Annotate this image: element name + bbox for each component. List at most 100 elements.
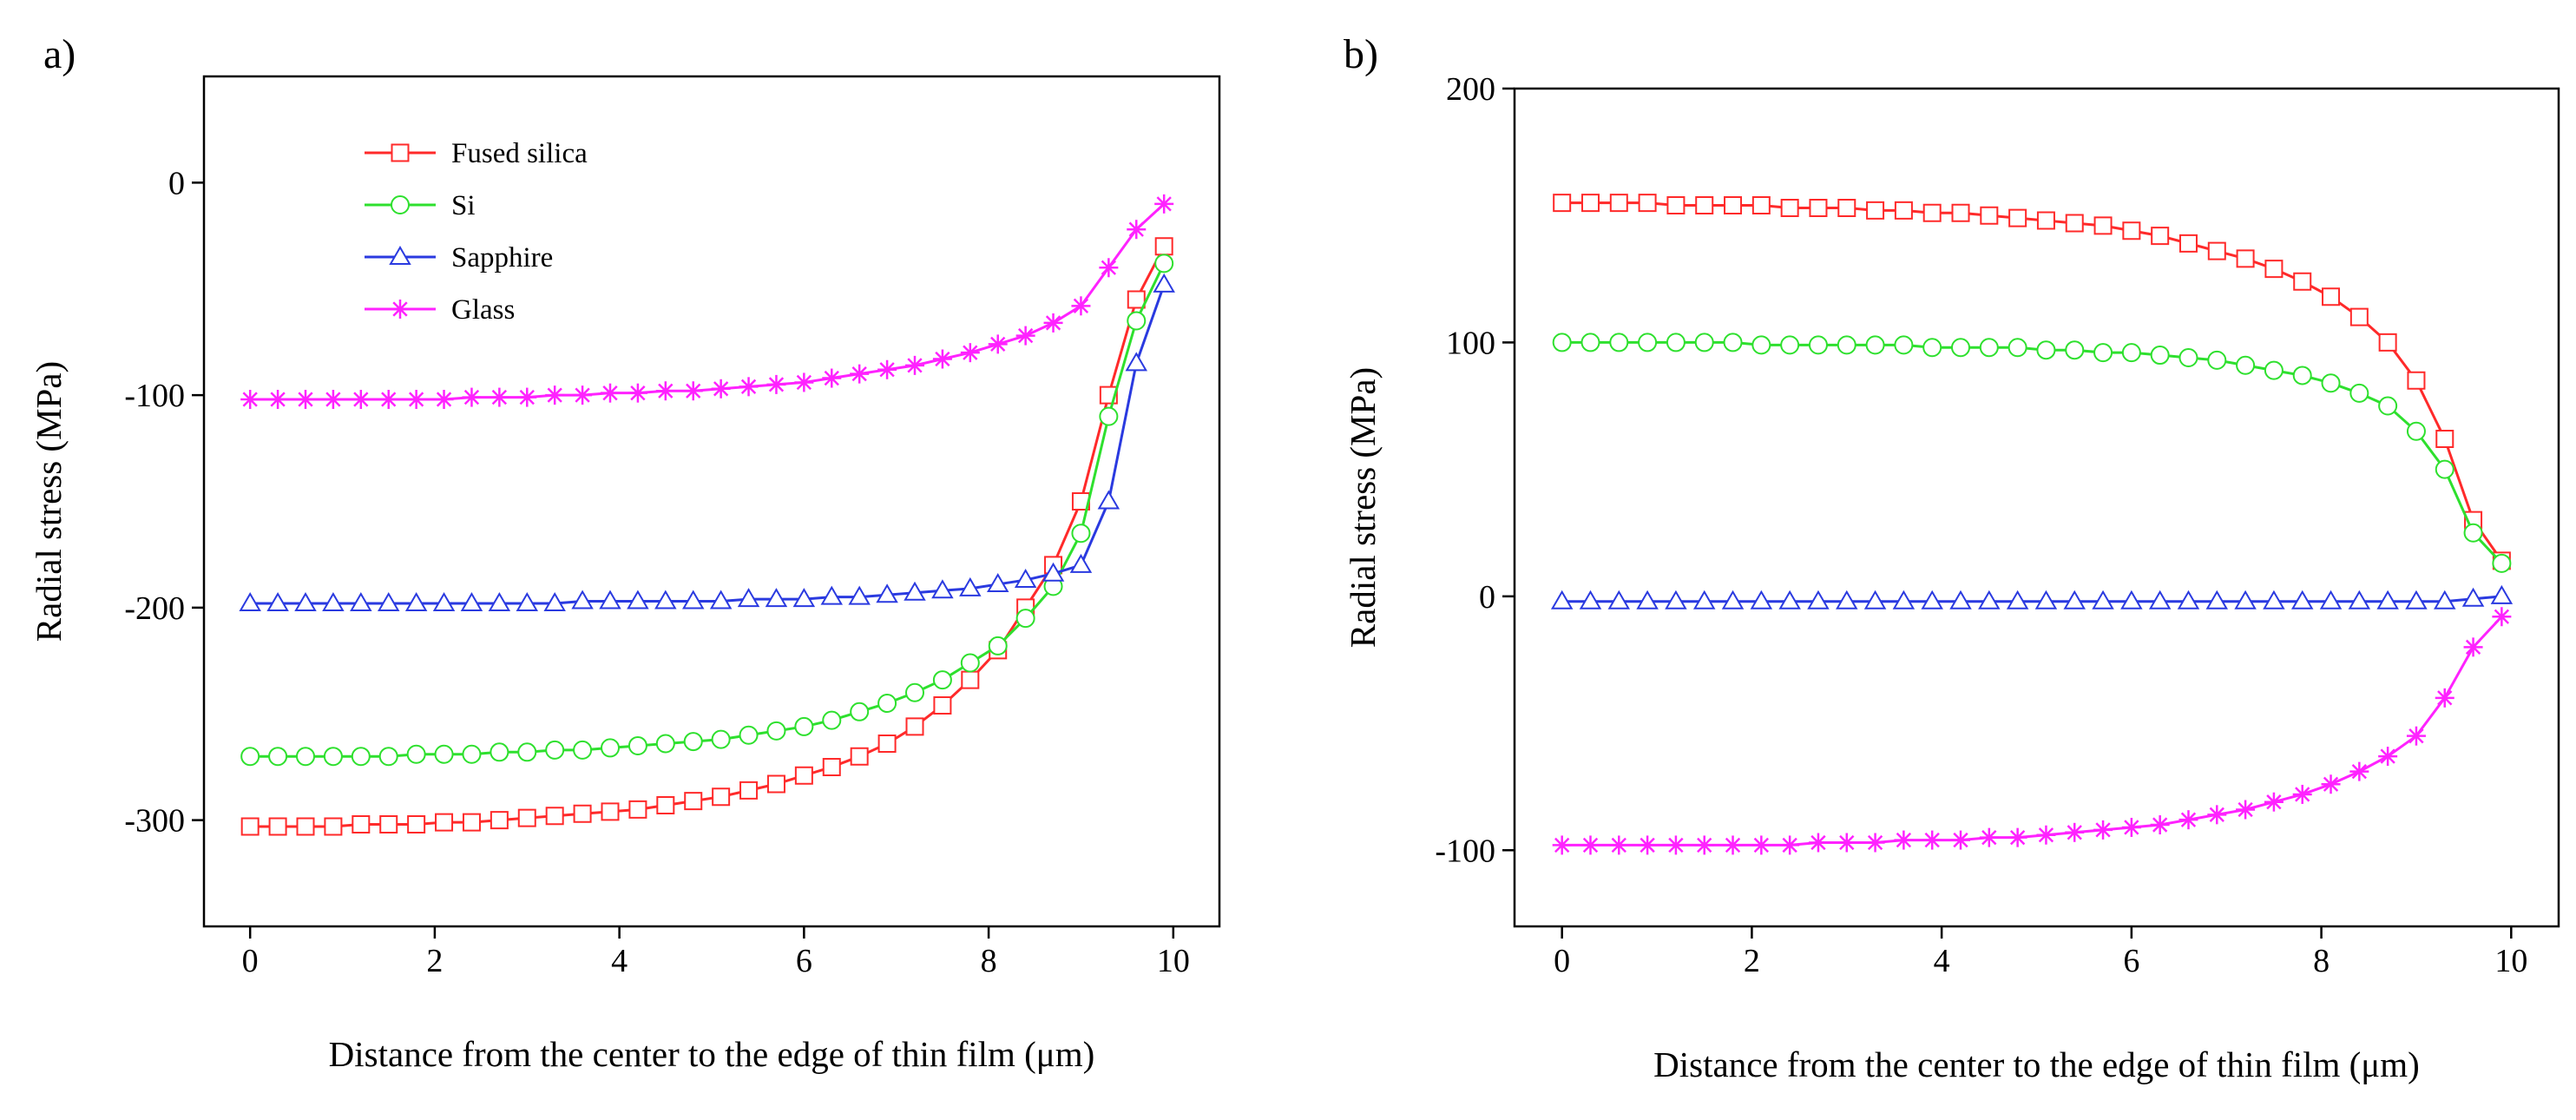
data-point	[435, 813, 454, 832]
data-point	[1579, 590, 1602, 609]
data-point	[490, 387, 509, 407]
data-point	[1694, 835, 1714, 855]
data-point	[905, 355, 924, 375]
data-point	[850, 747, 869, 766]
data-point	[573, 385, 593, 405]
data-point	[988, 636, 1008, 656]
data-point	[2378, 396, 2398, 416]
data-point	[1949, 590, 1972, 609]
data-point	[1638, 333, 1658, 352]
data-point	[1666, 333, 1686, 352]
data-point	[1552, 333, 1572, 352]
data-point	[2435, 688, 2454, 708]
data-point	[628, 735, 647, 755]
data-point	[655, 381, 675, 401]
data-point	[628, 800, 647, 819]
data-point	[2207, 350, 2227, 370]
data-point	[1043, 313, 1063, 333]
data-point	[2264, 260, 2284, 279]
data-point	[1894, 201, 1913, 220]
data-point	[460, 591, 483, 611]
data-point	[239, 591, 261, 611]
data-point	[2322, 287, 2341, 306]
data-point	[1666, 196, 1686, 215]
data-point	[324, 817, 343, 836]
data-point	[1865, 833, 1885, 853]
series-sapphire	[1550, 584, 2514, 609]
panel-label: a)	[43, 31, 76, 77]
data-point	[2150, 815, 2170, 835]
data-point	[877, 359, 897, 379]
series-line	[1561, 201, 2503, 562]
data-point	[1922, 203, 1942, 222]
data-point	[462, 387, 482, 407]
data-point	[268, 747, 288, 767]
data-point	[1892, 590, 1916, 609]
data-point	[1580, 194, 1600, 213]
data-point	[960, 653, 980, 673]
data-point	[2321, 373, 2341, 393]
series-glass	[240, 194, 1174, 410]
data-point	[2406, 726, 2426, 746]
data-point	[1071, 492, 1090, 511]
data-point	[2349, 383, 2369, 403]
x-tick-label: 0	[242, 943, 259, 979]
data-point	[654, 590, 677, 609]
data-point	[2435, 459, 2454, 479]
data-point	[1552, 835, 1572, 855]
data-point	[765, 588, 788, 608]
data-point	[2093, 820, 2113, 840]
legend-label: Glass	[451, 294, 515, 326]
data-point	[1808, 335, 1828, 355]
x-tick-label: 0	[1554, 943, 1570, 979]
legend-label: Fused silica	[451, 138, 588, 169]
data-point	[2065, 340, 2085, 360]
series-line	[250, 262, 1166, 758]
data-point	[2008, 208, 2027, 227]
x-tick-label: 2	[1744, 943, 1760, 979]
x-tick-label: 2	[426, 943, 443, 979]
data-point	[296, 747, 315, 767]
data-point	[961, 670, 980, 689]
data-point	[1836, 590, 1858, 609]
data-point	[1550, 590, 1574, 609]
data-point	[1723, 333, 1743, 352]
data-point	[2150, 346, 2170, 366]
data-point	[1069, 553, 1093, 573]
data-point	[1807, 590, 1830, 609]
series-line	[250, 246, 1166, 828]
data-point	[822, 710, 842, 730]
data-point	[573, 740, 593, 760]
data-point	[1721, 590, 1745, 609]
series-fused-silica	[1553, 194, 2511, 570]
data-point	[1837, 198, 1856, 217]
data-point	[766, 774, 785, 794]
data-point	[820, 585, 844, 605]
y-axis-label: Radial stress (MPa)	[1343, 367, 1383, 648]
data-point	[378, 747, 398, 767]
plot-frame	[202, 75, 1221, 928]
x-tick-label: 4	[1934, 943, 1950, 979]
legend-marker	[391, 195, 410, 214]
data-point	[266, 591, 289, 611]
data-point	[1154, 194, 1174, 214]
panel-label: b)	[1344, 31, 1378, 77]
data-point	[240, 390, 260, 410]
data-point	[601, 383, 620, 403]
data-point	[2036, 211, 2055, 230]
data-point	[2405, 590, 2428, 609]
data-point	[711, 729, 731, 749]
x-tick-label: 8	[981, 943, 997, 979]
series-glass	[1552, 607, 2512, 855]
data-point	[1015, 609, 1035, 629]
data-point	[2121, 343, 2141, 363]
x-tick-label: 10	[1157, 943, 1190, 979]
data-point	[822, 757, 841, 776]
data-point	[2236, 800, 2256, 820]
data-point	[766, 721, 786, 741]
y-tick-label: 0	[1479, 579, 1495, 616]
data-point	[848, 585, 871, 605]
legend-label: Sapphire	[451, 242, 553, 273]
data-point	[794, 766, 813, 785]
data-point	[2205, 590, 2229, 609]
